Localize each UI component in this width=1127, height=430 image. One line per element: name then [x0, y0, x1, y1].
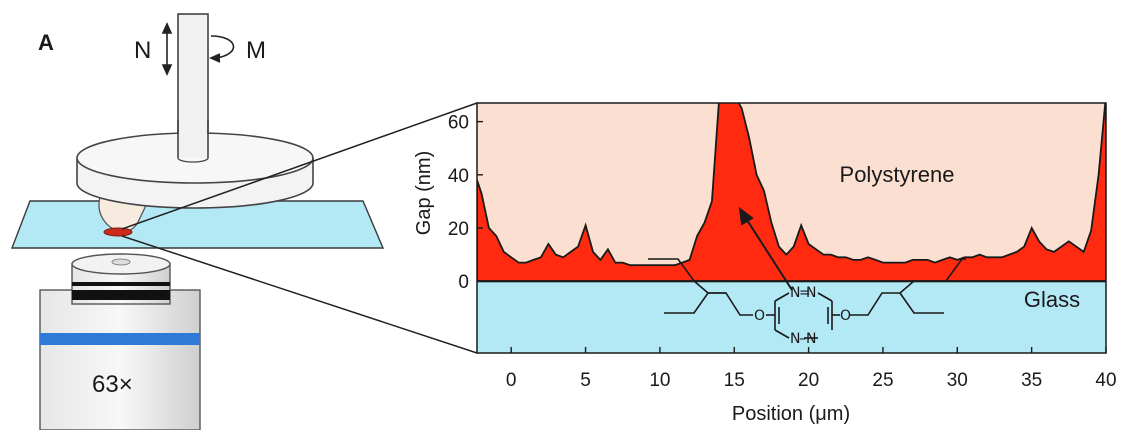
rheometer-apparatus: A N M: [10, 13, 385, 430]
objective-magnification: 63×: [92, 371, 133, 398]
molecule-atom-labels: N N N N O O = –: [754, 285, 851, 347]
y-tick-label: 40: [448, 166, 469, 187]
x-axis-ticks: 0 5 10 15 20 25 30 35 40: [506, 347, 1117, 391]
svg-text:N: N: [806, 285, 816, 301]
x-tick-label: 10: [649, 370, 670, 391]
x-tick-label: 5: [580, 370, 591, 391]
polystyrene-label: Polystyrene: [840, 162, 955, 187]
svg-text:N: N: [790, 285, 800, 301]
svg-text:N: N: [806, 331, 816, 347]
x-tick-label: 15: [724, 370, 745, 391]
x-tick-label: 35: [1021, 370, 1042, 391]
glass-label: Glass: [1024, 287, 1080, 312]
tetrazine-molecule: [648, 258, 966, 339]
x-axis-label: Position (μm): [732, 403, 850, 425]
torque-label: M: [246, 37, 266, 64]
contact-spot: [103, 227, 133, 237]
svg-text:N: N: [790, 331, 800, 347]
y-tick-label: 0: [458, 272, 469, 293]
x-tick-label: 40: [1095, 370, 1116, 391]
gap-profile-area: [477, 103, 1106, 283]
x-tick-label: 20: [798, 370, 819, 391]
normal-force-label: N: [134, 37, 151, 64]
svg-text:=: =: [799, 285, 811, 301]
y-tick-label: 60: [448, 113, 469, 134]
svg-text:O: O: [754, 308, 765, 324]
y-tick-label: 20: [448, 219, 469, 240]
glass-region: [477, 281, 1106, 353]
zoom-lines: [121, 102, 478, 354]
objective-black-band: [72, 290, 170, 300]
normal-force-arrow: [161, 22, 173, 76]
x-tick-label: 0: [506, 370, 517, 391]
svg-text:O: O: [840, 308, 851, 324]
gap-profile-chart: 0 5 10 15 20 25 30 35 40 0 20 40 60 Position (μm) G…: [413, 102, 1117, 425]
y-axis-ticks: 0 20 40 60: [448, 113, 483, 293]
molecule-arrow: [738, 206, 793, 291]
x-tick-label: 25: [872, 370, 893, 391]
panel-label: A: [38, 30, 54, 55]
svg-text:–: –: [799, 331, 806, 347]
microscope-objective: 63×: [39, 253, 201, 430]
objective-blue-band: [40, 333, 200, 345]
y-axis-label: Gap (nm): [413, 151, 435, 235]
x-tick-label: 30: [947, 370, 968, 391]
torque-arrow: [209, 35, 235, 63]
